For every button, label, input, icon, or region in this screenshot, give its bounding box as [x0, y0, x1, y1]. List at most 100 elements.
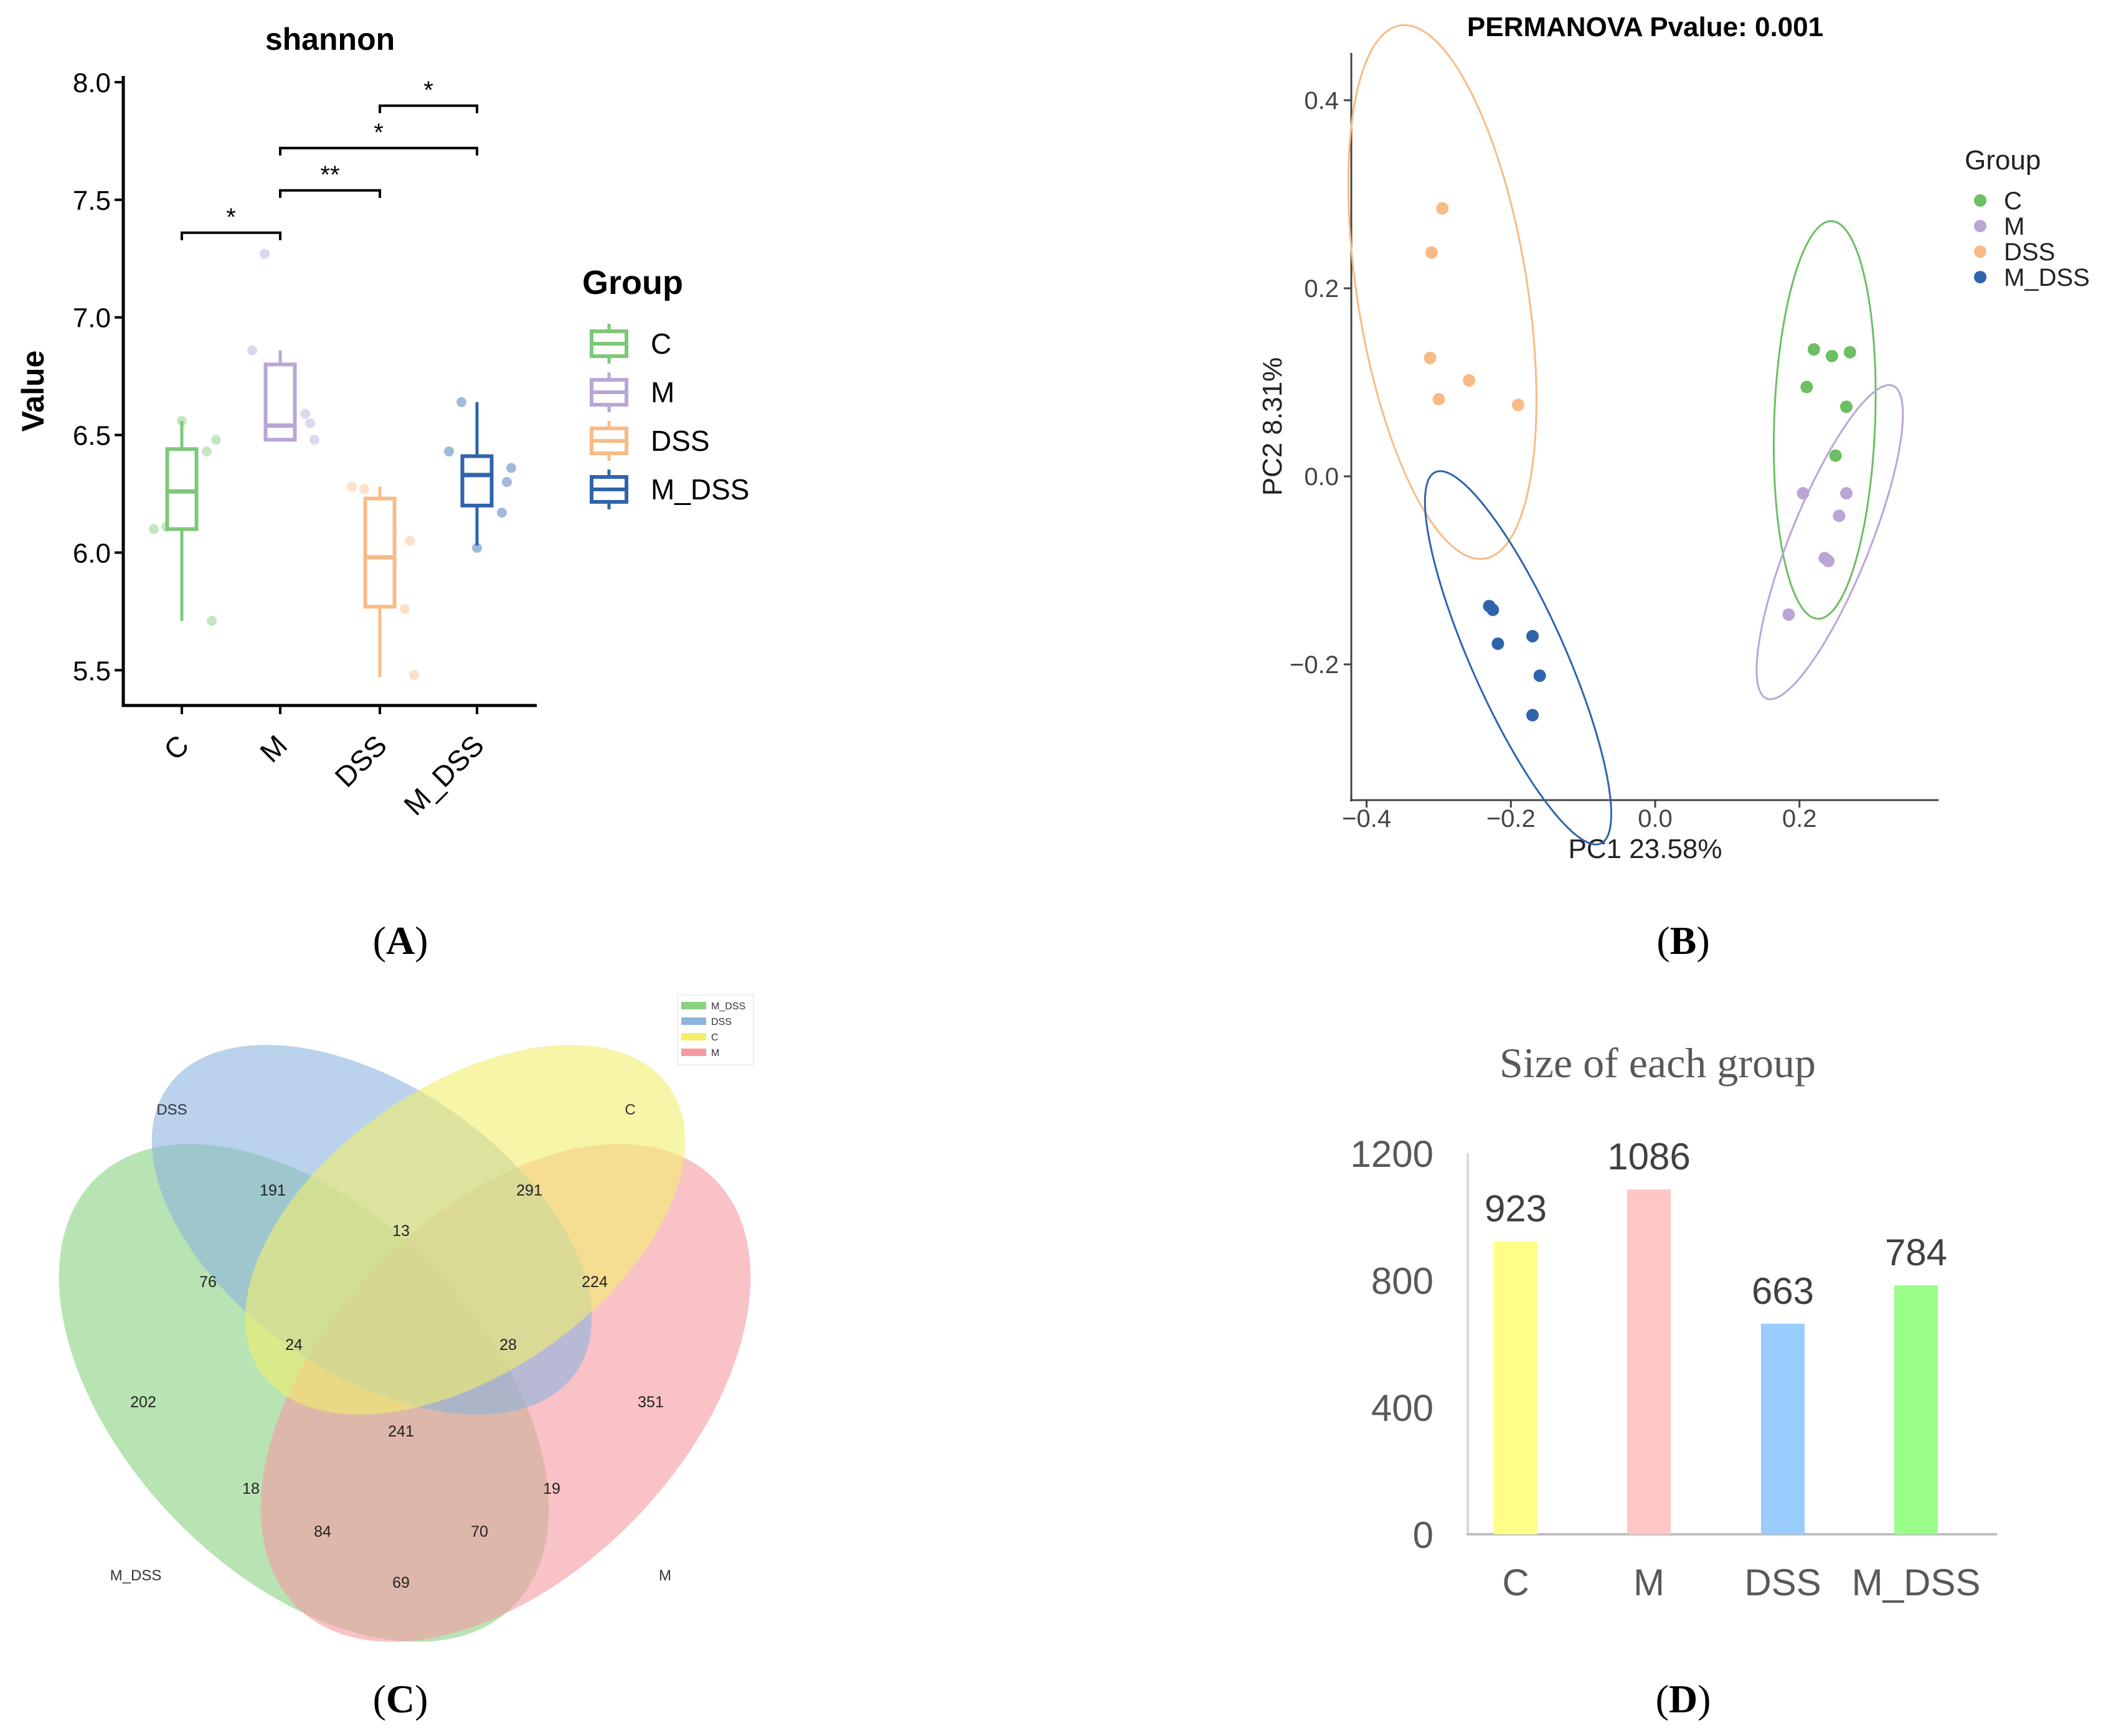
legend-label: DSS [2004, 238, 2055, 266]
box-iqr [460, 454, 494, 507]
box-iqr [165, 447, 199, 531]
y-tick-label: 8.0 [73, 68, 111, 98]
sample-point [1432, 393, 1445, 406]
significance-bracket [279, 146, 478, 156]
jitter-point [405, 535, 415, 546]
legend-label: C [711, 1032, 719, 1043]
x-tick-label: 0.2 [1782, 805, 1817, 833]
sample-point [1526, 709, 1539, 722]
legend-title: Group [1965, 145, 2041, 176]
chart-title: shannon [265, 22, 395, 57]
legend-dot [1974, 220, 1986, 232]
y-tick-label: 7.0 [73, 303, 111, 334]
significance-label: * [374, 119, 384, 146]
legend-swatch [681, 1002, 706, 1009]
sample-point [1829, 449, 1842, 462]
y-ticks: −0.2 0.0 0.2 0.4 [1290, 87, 1351, 679]
boxes [165, 350, 494, 677]
bar-value-label: 1086 [1607, 1136, 1690, 1177]
bar-dss [1761, 1323, 1805, 1534]
venn-region-count: 84 [314, 1523, 331, 1540]
significance-label: * [423, 77, 433, 104]
y-tick-label: 6.0 [73, 538, 111, 568]
panel-label-b: (B) [1656, 918, 1709, 963]
x-ticks: −0.4 −0.2 0.0 0.2 [1342, 800, 1817, 833]
sample-point [1424, 351, 1437, 364]
sample-point [1782, 608, 1795, 621]
significance-brackets: ***** [181, 77, 478, 240]
jitter-point [300, 408, 310, 419]
jitter-point [309, 435, 319, 445]
group-ellipses [1347, 24, 1904, 846]
sample-point [1425, 246, 1438, 259]
venn-set-label: M [659, 1567, 671, 1584]
legend-dot [1974, 271, 1986, 283]
jitter-point [207, 616, 217, 626]
sample-point [1807, 343, 1820, 356]
legend-dot [1974, 245, 1986, 258]
x-tick-label: C [158, 729, 195, 766]
group-ellipse-dss [1347, 24, 1537, 560]
group-ellipse-m_dss [1424, 470, 1612, 846]
box-iqr [363, 496, 397, 609]
sample-point [1822, 554, 1835, 567]
venn-region-count: 70 [471, 1523, 488, 1540]
legend-label: M [711, 1048, 719, 1059]
x-axis-label: PC1 23.58% [1568, 834, 1722, 864]
sample-points [1424, 202, 1856, 722]
sample-point [1486, 603, 1499, 616]
legend-label: M [2004, 213, 2024, 240]
legend-title: Group [582, 264, 683, 301]
panel-a-shannon-boxplot: shannon 5.56.06.57.07.58.0 Value ***** C… [16, 22, 749, 821]
venn-region-count: 28 [499, 1336, 517, 1354]
x-tick-label: C [1502, 1562, 1529, 1603]
group-ellipse-m [1755, 384, 1904, 701]
sample-point [1436, 202, 1449, 215]
venn-region-count: 224 [582, 1273, 608, 1291]
x-tick-label: −0.2 [1486, 805, 1536, 833]
bar-c [1494, 1241, 1537, 1534]
significance-bracket [279, 189, 381, 198]
legend-label: M [651, 376, 674, 408]
jitter-point [502, 477, 512, 488]
y-tick-label: 1200 [1351, 1133, 1433, 1175]
y-tick-label: 0 [1413, 1514, 1433, 1556]
sample-point [1797, 487, 1810, 500]
jitter-point [202, 446, 212, 457]
x-tick-label: M [253, 729, 293, 768]
legend-swatch [681, 1049, 706, 1056]
jitter-point [497, 507, 507, 518]
panel-label-c: (C) [373, 1677, 428, 1721]
significance-label: ** [320, 161, 339, 189]
jitter-point [211, 435, 221, 445]
bar-m [1627, 1189, 1671, 1534]
y-tick-label: 7.5 [73, 186, 111, 216]
sample-point [1491, 637, 1504, 650]
y-axis-label: Value [16, 351, 50, 432]
significance-bracket [181, 231, 281, 240]
venn-region-counts: 191 291 13 76 224 24 28 202 351 241 18 19 84 70 69 [130, 1182, 664, 1592]
sample-point [1840, 487, 1853, 500]
x-tick-label: −0.4 [1342, 805, 1391, 833]
legend-label: M_DSS [651, 473, 749, 506]
bar-value-label: 923 [1485, 1187, 1547, 1229]
venn-legend: M_DSS DSS CM [677, 994, 754, 1065]
jitter-point [247, 345, 257, 356]
jitter-point [444, 446, 454, 457]
sample-point [1840, 400, 1853, 413]
jitter-point [260, 248, 270, 259]
panel-label-a: (A) [373, 918, 428, 963]
y-tick-label: 0.0 [1304, 463, 1339, 491]
venn-set-c [245, 1045, 686, 1415]
legend-swatch [681, 1017, 706, 1025]
jitter-point [472, 542, 482, 553]
bar-m-dss [1894, 1285, 1938, 1534]
venn-region-count: 69 [392, 1574, 410, 1592]
chart-title: Size of each group [1499, 1039, 1816, 1087]
y-ticks: 5.5 6.0 6.5 7.0 7.5 8.0 [73, 68, 123, 686]
bar-value-label: 784 [1885, 1232, 1947, 1273]
